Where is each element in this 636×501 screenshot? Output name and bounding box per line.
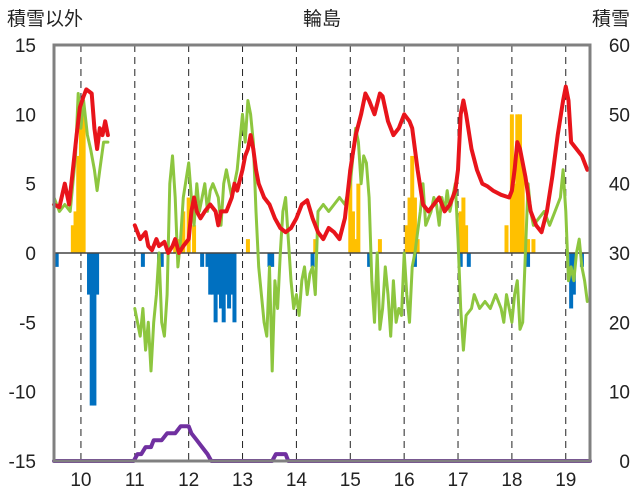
bar-積雪深差	[367, 253, 372, 267]
bar-降水量	[526, 239, 531, 253]
bar-積雪深差	[200, 253, 205, 267]
bar-積雪深差	[159, 253, 164, 267]
bar-降水量	[313, 239, 318, 253]
x-tick-label: 19	[555, 470, 576, 491]
bar-降水量	[464, 225, 469, 253]
plot-frame	[52, 43, 592, 463]
bar-降水量	[415, 239, 420, 253]
left-tick-label: -10	[9, 383, 36, 404]
series-気温-line	[52, 87, 110, 210]
line-series	[52, 84, 592, 463]
x-tick-label: 17	[447, 470, 468, 491]
right-tick-label: 10	[609, 383, 630, 404]
bar-積雪深差	[218, 253, 223, 309]
right-tick-label: 20	[609, 313, 630, 334]
bar-積雪深差	[229, 253, 234, 295]
bar-積雪深差	[210, 253, 215, 295]
x-tick-label: 16	[394, 470, 415, 491]
bar-降水量	[70, 225, 75, 253]
bar-降水量	[353, 239, 358, 253]
right-tick-label: 30	[609, 244, 630, 265]
bar-降水量	[78, 100, 83, 253]
bar-積雪深差	[216, 253, 221, 295]
bar-積雪深差	[232, 253, 237, 323]
bar-降水量	[192, 225, 197, 253]
chart-title: 輪島	[303, 8, 341, 30]
bar-降水量	[458, 211, 463, 253]
bar-降水量	[181, 211, 186, 253]
x-tick-label: 12	[178, 470, 199, 491]
left-tick-label: 0	[25, 244, 36, 265]
bar-降水量	[410, 155, 415, 253]
bar-降水量	[512, 183, 517, 253]
bar-積雪深差	[213, 253, 218, 323]
bar-降水量	[245, 239, 250, 253]
bar-降水量	[517, 114, 522, 253]
bar-降水量	[407, 197, 412, 253]
right-axis-label: 積雪	[592, 8, 630, 30]
bar-降水量	[348, 169, 353, 253]
bar-積雪深差	[92, 253, 97, 406]
bar-積雪深差	[140, 253, 145, 267]
bar-積雪深差	[227, 253, 232, 309]
bar-降水量	[461, 197, 466, 253]
bar-積雪深差	[310, 253, 315, 267]
left-tick-label: 10	[15, 105, 36, 126]
right-tick-label: 0	[619, 452, 630, 473]
bar-降水量	[76, 155, 81, 253]
x-tick-label: 15	[340, 470, 361, 491]
bar-積雪深差	[458, 253, 463, 267]
bar-降水量	[377, 239, 382, 253]
bar-降水量	[520, 169, 525, 253]
right-tick-label: 60	[609, 36, 630, 57]
bar-積雪深差	[89, 253, 94, 406]
bar-積雪深差	[208, 253, 213, 295]
left-tick-label: 15	[15, 36, 36, 57]
x-tick-label: 18	[501, 470, 522, 491]
series-気温-line	[132, 84, 590, 255]
left-axis-label: 積雪以外	[7, 8, 83, 30]
left-tick-label: 5	[25, 175, 36, 196]
bar-積雪深差	[526, 253, 531, 267]
bar-積雪深差	[270, 253, 275, 267]
bar-降水量	[350, 211, 355, 253]
bar-積雪深差	[466, 253, 471, 267]
bar-降水量	[81, 114, 86, 253]
bar-積雪深差	[87, 253, 92, 295]
right-tick-label: 50	[609, 105, 630, 126]
bar-積雪深差	[267, 253, 272, 267]
left-tick-label: -15	[9, 452, 36, 473]
right-tick-label: 40	[609, 175, 630, 196]
series-積雪深-line	[52, 424, 592, 463]
bar-積雪深差	[95, 253, 100, 295]
x-tick-label: 11	[125, 470, 145, 491]
bar-降水量	[412, 197, 417, 253]
bar-積雪深差	[205, 253, 210, 267]
bar-降水量	[504, 225, 509, 253]
bar-積雪深差	[224, 253, 229, 295]
bar-降水量	[531, 239, 536, 253]
x-tick-label: 10	[70, 470, 91, 491]
x-tick-label: 13	[232, 470, 253, 491]
x-tick-label: 14	[286, 470, 308, 491]
left-tick-label: -5	[19, 313, 36, 334]
bar-積雪深差	[54, 253, 59, 267]
bar-降水量	[404, 225, 409, 253]
bar-降水量	[356, 183, 361, 253]
bar-積雪深差	[221, 253, 226, 323]
bar-降水量	[73, 211, 78, 253]
bar-降水量	[515, 114, 520, 253]
bar-積雪深差	[569, 253, 574, 309]
